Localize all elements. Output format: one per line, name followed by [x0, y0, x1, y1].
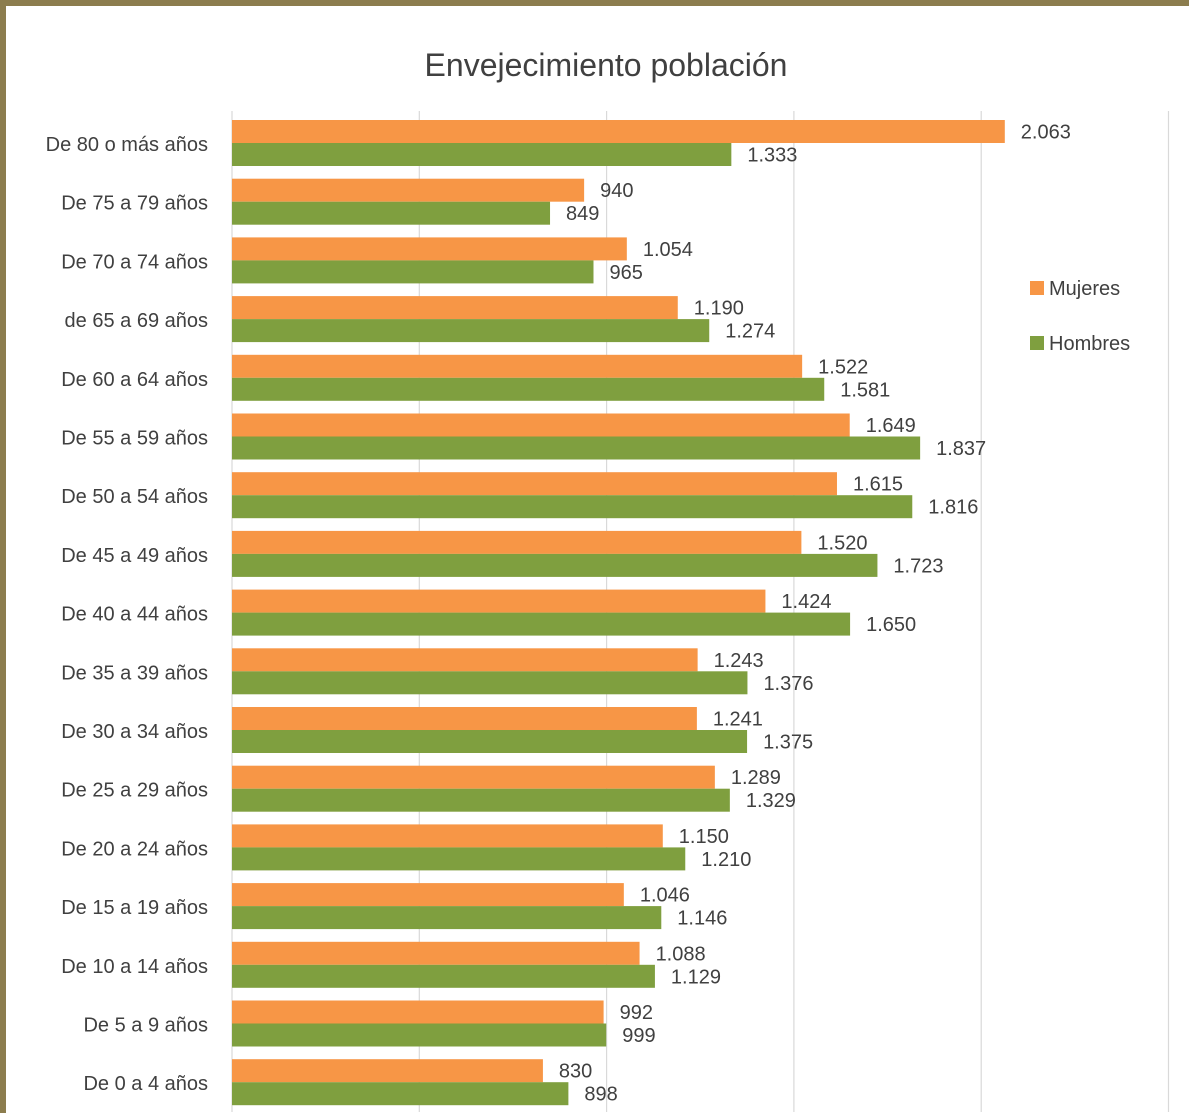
bar-hombres — [232, 1023, 607, 1047]
category-label: De 45 a 49 años — [61, 545, 208, 567]
category-label: De 70 a 74 años — [61, 251, 208, 273]
legend-swatch — [1030, 336, 1044, 350]
data-label: 1.520 — [817, 532, 867, 554]
bar-hombres — [232, 495, 913, 519]
bar-mujeres — [232, 589, 766, 613]
category-label: De 0 a 4 años — [83, 1073, 208, 1095]
category-label: De 30 a 34 años — [61, 721, 208, 743]
data-label: 1.376 — [763, 673, 813, 695]
bar-hombres — [232, 730, 748, 753]
bar-mujeres — [232, 413, 850, 437]
data-label: 1.650 — [866, 614, 916, 636]
category-label: de 65 a 69 años — [65, 310, 208, 332]
data-label: 1.243 — [714, 650, 764, 672]
bar-hombres — [232, 319, 710, 343]
bar-mujeres — [232, 472, 837, 496]
category-label: De 35 a 39 años — [61, 662, 208, 684]
data-label: 830 — [559, 1061, 592, 1083]
bar-hombres — [232, 906, 662, 930]
data-label: 1.333 — [747, 145, 797, 167]
bar-mujeres — [232, 237, 627, 261]
bar-mujeres — [232, 296, 678, 320]
bar-mujeres — [232, 707, 697, 730]
data-label: 940 — [600, 180, 633, 202]
data-label: 1.146 — [677, 908, 727, 930]
chart-canvas: Envejecimiento población De 80 o más año… — [46, 47, 1170, 1112]
category-label: De 75 a 79 años — [61, 193, 208, 215]
bar-mujeres — [232, 765, 715, 789]
data-label: 1.649 — [866, 415, 916, 437]
data-label: 1.289 — [731, 767, 781, 789]
category-label: De 40 a 44 años — [61, 604, 208, 626]
bar-hombres — [232, 1082, 569, 1106]
data-label: 1.190 — [694, 298, 744, 320]
bar-mujeres — [232, 941, 640, 965]
bar-hombres — [232, 143, 732, 166]
data-label: 1.837 — [936, 438, 986, 460]
data-label: 1.210 — [701, 849, 751, 871]
category-label: De 20 a 24 años — [61, 838, 208, 860]
bar-mujeres — [232, 648, 698, 672]
legend-label: Mujeres — [1049, 278, 1120, 300]
data-label: 1.241 — [713, 709, 763, 731]
data-label: 1.522 — [818, 356, 868, 378]
data-label: 849 — [566, 203, 599, 225]
bar-hombres — [232, 377, 825, 401]
data-label: 1.615 — [853, 474, 903, 496]
category-label: De 25 a 29 años — [61, 780, 208, 802]
bar-mujeres — [232, 824, 663, 848]
legend-swatch — [1030, 281, 1044, 295]
bar-hombres — [232, 553, 878, 577]
category-label: De 5 a 9 años — [83, 1015, 208, 1037]
data-label: 1.150 — [679, 826, 729, 848]
bar-mujeres — [232, 178, 585, 202]
category-label: De 15 a 19 años — [61, 897, 208, 919]
data-label: 1.329 — [746, 790, 796, 812]
data-label: 1.375 — [763, 732, 813, 754]
bar-hombres — [232, 788, 730, 812]
category-labels: De 80 o más años De 75 a 79 años De 70 a 7… — [46, 134, 208, 1095]
bar-mujeres — [232, 883, 624, 907]
data-label: 1.816 — [928, 497, 978, 519]
legend-label: Hombres — [1049, 333, 1130, 355]
bar-mujeres — [232, 1000, 604, 1024]
data-label: 1.581 — [840, 379, 890, 401]
category-label: De 10 a 14 años — [61, 956, 208, 978]
data-label: 1.088 — [656, 943, 706, 965]
value-labels: 2.0631.3339408491.0549651.1901.2741.5221… — [559, 122, 1071, 1106]
data-label: 965 — [609, 262, 642, 284]
bar-hombres — [232, 964, 655, 988]
data-label: 1.424 — [781, 591, 831, 613]
data-label: 999 — [622, 1025, 655, 1047]
data-label: 1.723 — [893, 555, 943, 577]
data-label: 1.046 — [640, 885, 690, 907]
data-label: 1.274 — [725, 321, 775, 343]
bar-hombres — [232, 201, 551, 225]
bar-mujeres — [232, 354, 803, 378]
data-label: 1.054 — [643, 239, 693, 261]
category-label: De 80 o más años — [46, 134, 208, 156]
bars — [232, 120, 1005, 1106]
data-label: 1.129 — [671, 966, 721, 988]
bar-hombres — [232, 260, 594, 284]
data-label: 2.063 — [1021, 122, 1071, 144]
data-label: 992 — [620, 1002, 653, 1024]
bar-hombres — [232, 436, 921, 460]
bar-hombres — [232, 671, 748, 695]
bar-hombres — [232, 847, 686, 871]
chart-title: Envejecimiento población — [425, 47, 788, 83]
legend: Mujeres Hombres — [1030, 278, 1130, 355]
bar-mujeres — [232, 530, 802, 554]
category-label: De 55 a 59 años — [61, 428, 208, 450]
bar-mujeres — [232, 1059, 543, 1083]
bar-hombres — [232, 612, 851, 636]
bar-mujeres — [232, 120, 1005, 143]
category-label: De 50 a 54 años — [61, 486, 208, 508]
category-label: De 60 a 64 años — [61, 369, 208, 391]
data-label: 898 — [584, 1084, 617, 1106]
